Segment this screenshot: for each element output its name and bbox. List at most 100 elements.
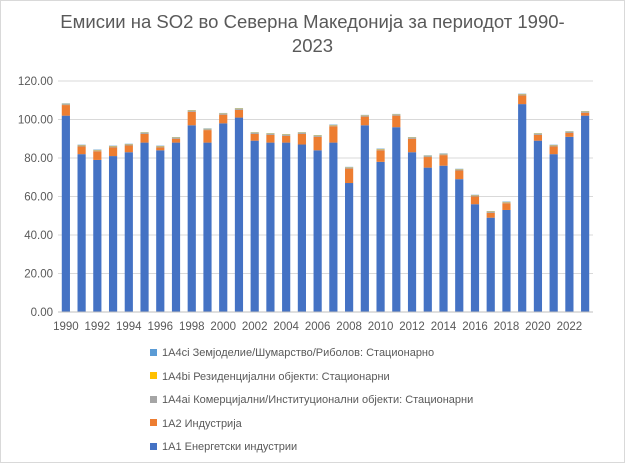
y-tick-label: 0.00 bbox=[31, 307, 53, 319]
legend-item: 1A2 Индустрија bbox=[150, 417, 473, 441]
bar-segment bbox=[439, 166, 447, 312]
legend-swatch bbox=[150, 396, 157, 403]
bar-segment bbox=[314, 150, 322, 312]
bar-segment bbox=[361, 125, 369, 312]
bar-segment bbox=[518, 94, 526, 95]
bar-segment bbox=[219, 115, 227, 124]
bar-segment bbox=[140, 133, 148, 134]
bar-segment bbox=[487, 218, 495, 312]
bar-segment bbox=[392, 116, 400, 128]
bar-segment bbox=[203, 129, 211, 130]
bar-segment bbox=[565, 132, 573, 133]
gridlines bbox=[58, 81, 593, 274]
x-tick-label: 2002 bbox=[242, 321, 268, 333]
bar-segment bbox=[376, 150, 384, 162]
bar-segment bbox=[109, 156, 117, 312]
bars bbox=[62, 94, 589, 312]
bar-segment bbox=[93, 150, 101, 151]
bar-segment bbox=[471, 197, 479, 205]
bar-segment bbox=[78, 145, 86, 146]
bar-segment bbox=[266, 135, 274, 143]
x-tick-label: 2014 bbox=[431, 321, 457, 333]
bar-segment bbox=[78, 154, 86, 312]
bar-segment bbox=[439, 154, 447, 155]
bar-segment bbox=[266, 134, 274, 135]
legend-swatch bbox=[150, 443, 157, 450]
y-tick-label: 20.00 bbox=[24, 269, 53, 281]
x-tick-label: 2008 bbox=[336, 321, 362, 333]
bar-segment bbox=[329, 125, 337, 126]
bar-segment bbox=[140, 134, 148, 143]
bar-segment bbox=[424, 156, 432, 157]
legend-swatch bbox=[150, 372, 157, 379]
bar-segment bbox=[550, 154, 558, 312]
bar-segment bbox=[109, 146, 117, 147]
bar-segment bbox=[172, 139, 180, 143]
bar-segment bbox=[376, 149, 384, 150]
bar-segment bbox=[581, 112, 589, 113]
bar-segment bbox=[502, 202, 510, 203]
x-tick-label: 1998 bbox=[179, 321, 205, 333]
bar-segment bbox=[487, 212, 495, 213]
x-tick-label: 2000 bbox=[210, 321, 236, 333]
bar-segment bbox=[424, 168, 432, 312]
bar-segment bbox=[235, 109, 243, 110]
bar-segment bbox=[188, 112, 196, 125]
bar-segment bbox=[455, 179, 463, 312]
bar-segment bbox=[298, 145, 306, 312]
bar-segment bbox=[345, 183, 353, 312]
bar-segment bbox=[424, 157, 432, 168]
x-tick-label: 1992 bbox=[85, 321, 111, 333]
bar-segment bbox=[93, 151, 101, 160]
bar-segment bbox=[314, 137, 322, 150]
bar-segment bbox=[188, 111, 196, 112]
bar-segment bbox=[518, 104, 526, 312]
legend-label: 1A2 Индустрија bbox=[162, 418, 242, 430]
bar-segment bbox=[314, 136, 322, 137]
bar-segment bbox=[534, 135, 542, 141]
bar-segment bbox=[156, 147, 164, 150]
bar-segment bbox=[62, 116, 70, 312]
bar-segment bbox=[439, 155, 447, 166]
bar-segment bbox=[345, 168, 353, 169]
bar-segment bbox=[125, 145, 133, 152]
bar-segment bbox=[455, 170, 463, 171]
bar-segment bbox=[408, 152, 416, 312]
legend-item: 1A4bi Резиденцијални објекти: Стационарн… bbox=[150, 370, 473, 394]
bar-segment bbox=[203, 143, 211, 312]
bar-segment bbox=[534, 141, 542, 312]
y-tick-label: 120.00 bbox=[18, 76, 53, 88]
bar-segment bbox=[93, 160, 101, 312]
x-tick-label: 2020 bbox=[525, 321, 551, 333]
x-tick-label: 1996 bbox=[147, 321, 173, 333]
bar-segment bbox=[565, 133, 573, 137]
bar-segment bbox=[266, 143, 274, 312]
bar-segment bbox=[455, 171, 463, 180]
bar-segment bbox=[62, 105, 70, 116]
bar-segment bbox=[361, 117, 369, 126]
legend-label: 1A1 Енергетски индустрии bbox=[162, 441, 297, 453]
bar-segment bbox=[550, 145, 558, 146]
bar-segment bbox=[392, 127, 400, 312]
bar-segment bbox=[125, 152, 133, 312]
bar-segment bbox=[282, 136, 290, 143]
bar-segment bbox=[376, 162, 384, 312]
bar-segment bbox=[581, 113, 589, 116]
legend-label: 1A4bi Резиденцијални објекти: Стационарн… bbox=[162, 371, 390, 383]
bar-segment bbox=[361, 116, 369, 117]
bar-segment bbox=[471, 204, 479, 312]
bar-segment bbox=[172, 143, 180, 312]
bar-segment bbox=[62, 104, 70, 105]
legend: 1A4ci Земјоделие/Шумарство/Риболов: Стац… bbox=[150, 346, 473, 464]
bar-segment bbox=[502, 203, 510, 210]
legend-label: 1A4ai Комерцијални/Институционални објек… bbox=[162, 394, 473, 406]
bar-segment bbox=[203, 130, 211, 143]
bar-segment bbox=[471, 196, 479, 197]
x-tick-label: 2018 bbox=[494, 321, 520, 333]
bar-segment bbox=[534, 134, 542, 135]
bar-segment bbox=[235, 110, 243, 118]
legend-item: 1A4ai Комерцијални/Институционални објек… bbox=[150, 393, 473, 417]
bar-segment bbox=[487, 213, 495, 218]
